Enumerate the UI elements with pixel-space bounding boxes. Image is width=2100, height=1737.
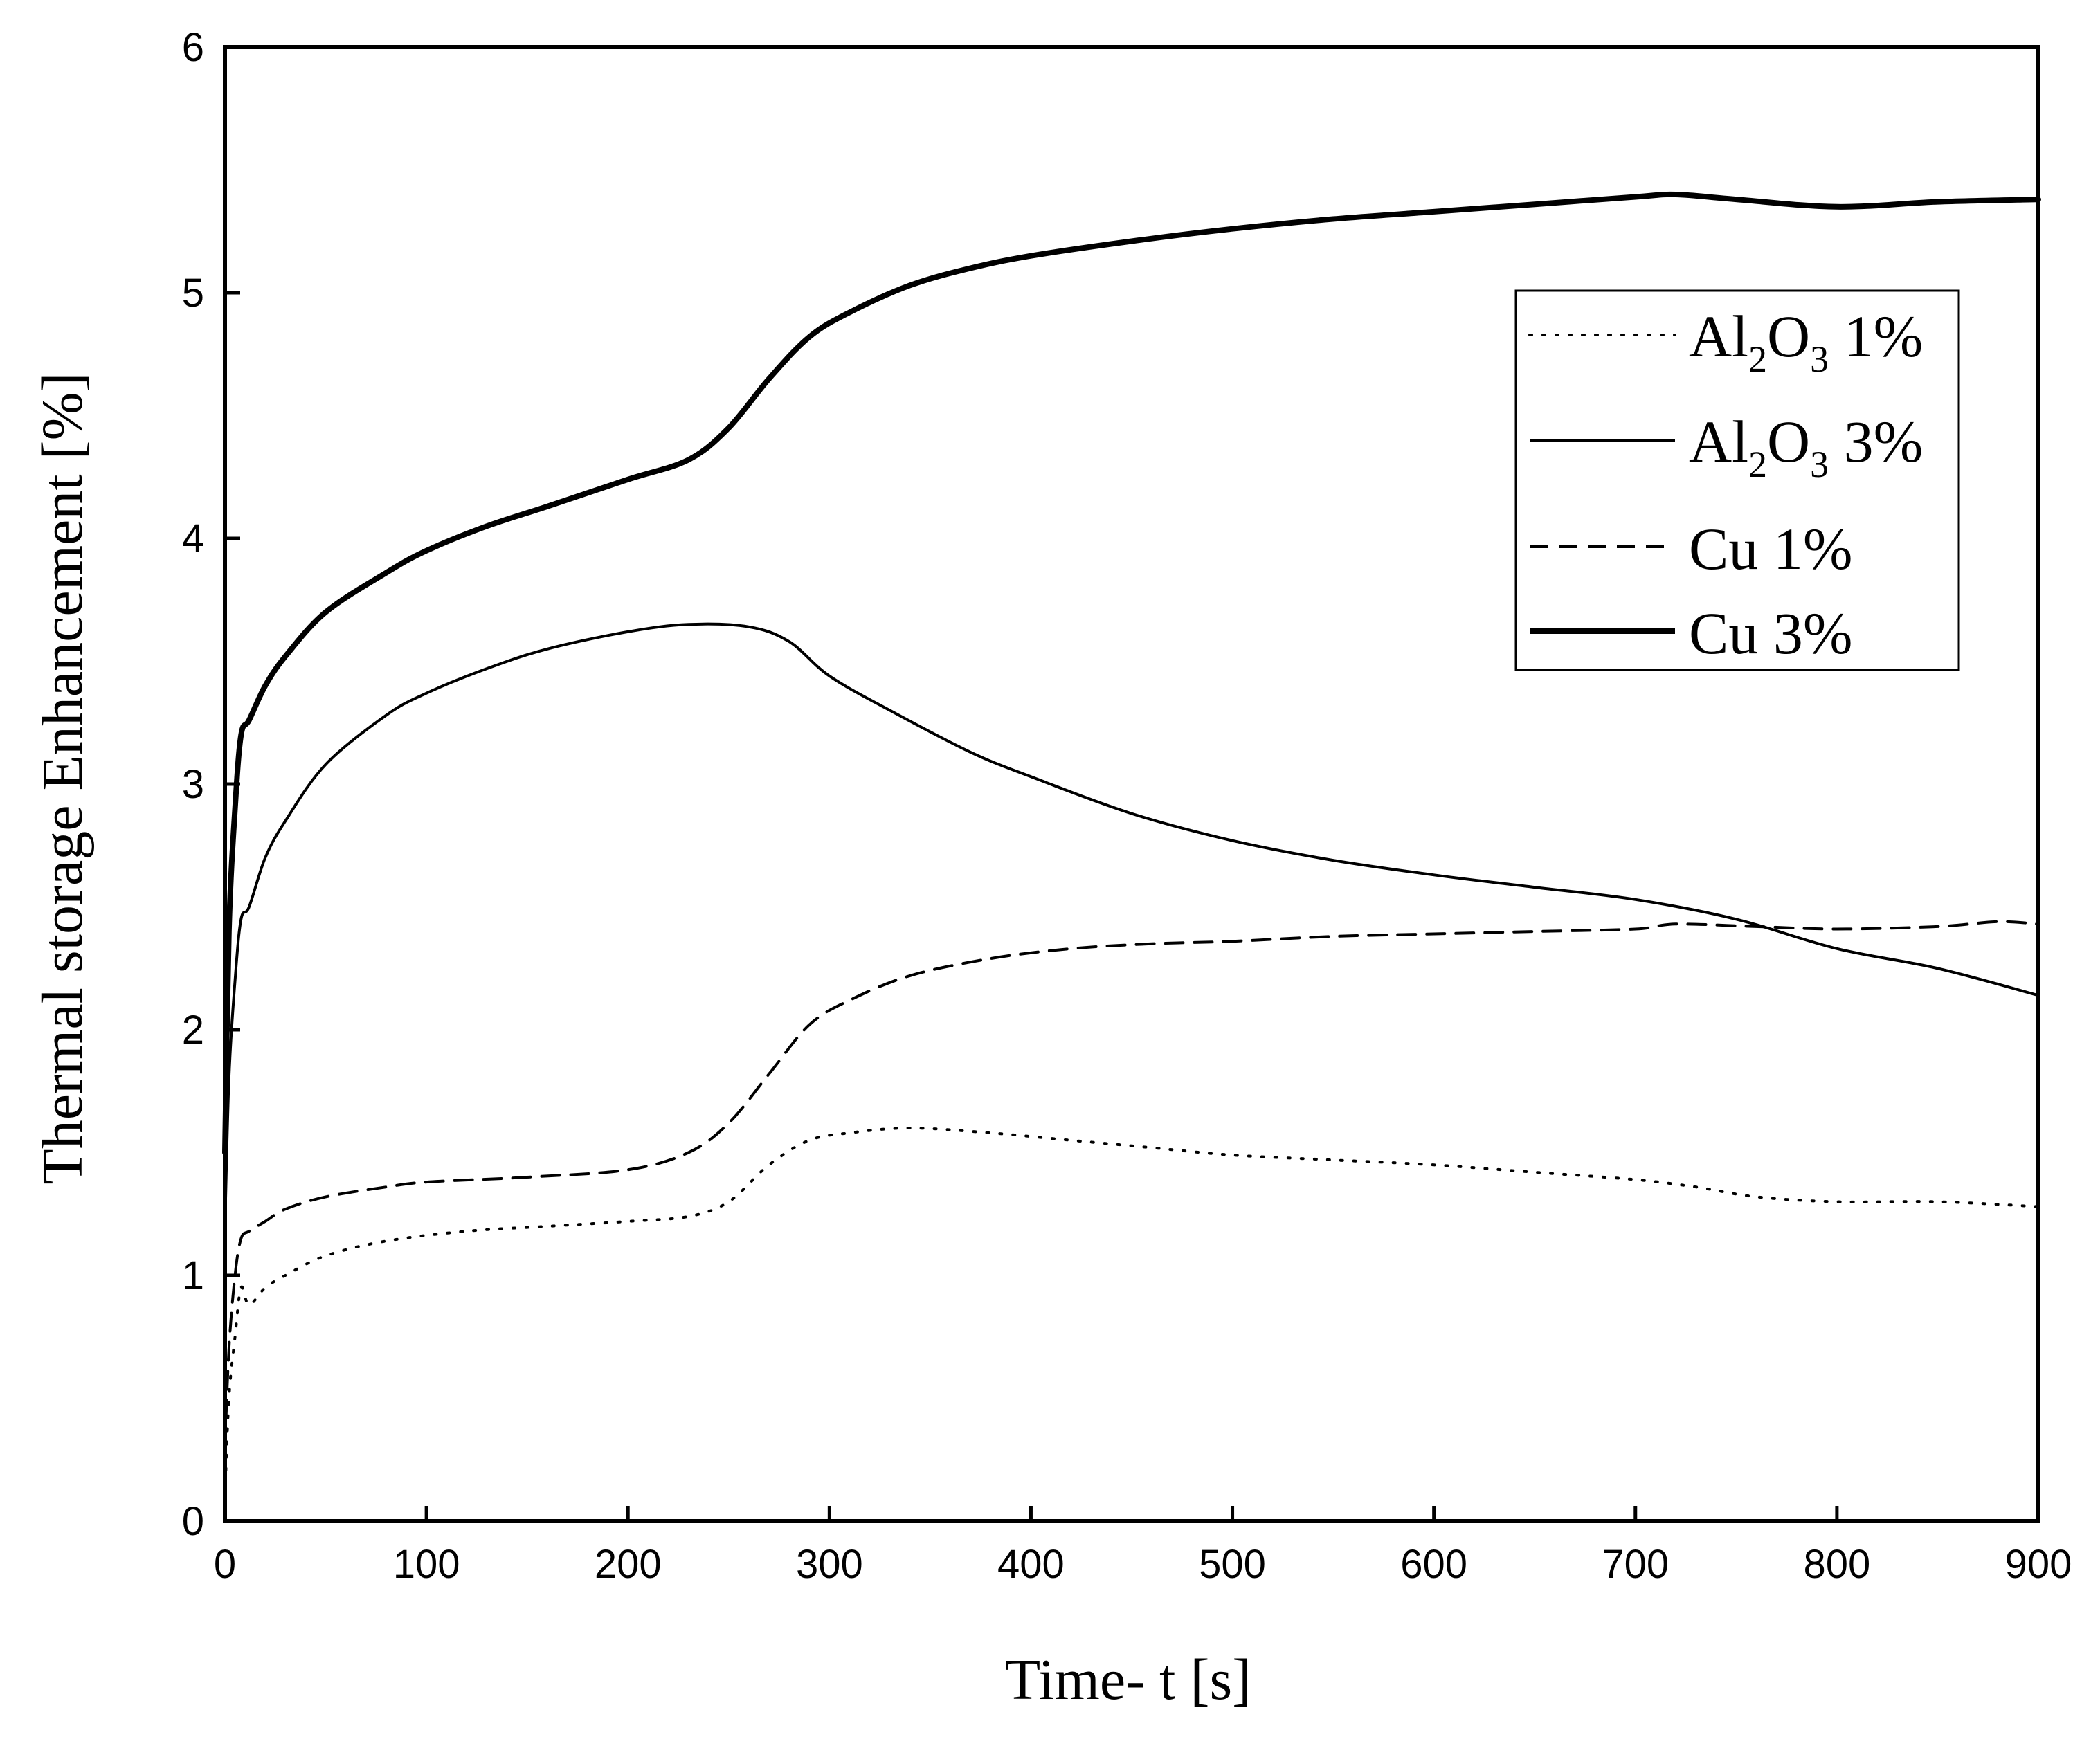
x-tick-label: 200	[595, 1542, 662, 1587]
plot-frame	[223, 45, 2040, 1523]
series-layer	[222, 191, 2041, 1498]
x-tick-label: 700	[1602, 1542, 1669, 1587]
legend-label-al2o3-1: Al2O3 1%	[1689, 303, 1923, 380]
y-tick-label: 2	[182, 1008, 204, 1053]
y-tick-label: 1	[182, 1253, 204, 1298]
legend-box	[1514, 289, 1960, 671]
x-axis-ticks: 0 100 200 300 400 500 600 700 800 900	[214, 1506, 2072, 1587]
y-tick-label: 3	[182, 762, 204, 807]
y-tick-label: 6	[182, 25, 204, 70]
legend: Al2O3 1% Al2O3 3% Cu 1% Cu 3%	[1514, 289, 1960, 671]
x-tick-label: 300	[796, 1542, 863, 1587]
x-axis-label: Time- t [s]	[1005, 1648, 1251, 1712]
y-tick-label: 5	[182, 271, 204, 316]
y-axis-ticks: 0 1 2 3 4 5 6	[182, 25, 240, 1544]
x-tick-label: 100	[393, 1542, 460, 1587]
series-line-cu-3	[222, 191, 2041, 1156]
y-tick-label: 0	[182, 1499, 204, 1544]
legend-label-cu-1: Cu 1%	[1689, 516, 1853, 582]
x-tick-label: 600	[1400, 1542, 1467, 1587]
x-tick-label: 500	[1199, 1542, 1266, 1587]
series-line-al2o3-1	[224, 1127, 2040, 1498]
y-tick-label: 4	[182, 516, 204, 561]
x-tick-label: 900	[2005, 1542, 2072, 1587]
y-axis-label: Thermal storage Enhancement [%]	[30, 372, 95, 1184]
series-line-cu-1	[224, 920, 2040, 1449]
x-tick-label: 0	[214, 1542, 236, 1587]
x-tick-label: 400	[997, 1542, 1065, 1587]
legend-label-cu-3: Cu 3%	[1689, 600, 1853, 666]
series-line-al2o3-3	[224, 622, 2040, 1228]
x-tick-label: 800	[1803, 1542, 1870, 1587]
legend-label-al2o3-3: Al2O3 3%	[1689, 408, 1923, 485]
